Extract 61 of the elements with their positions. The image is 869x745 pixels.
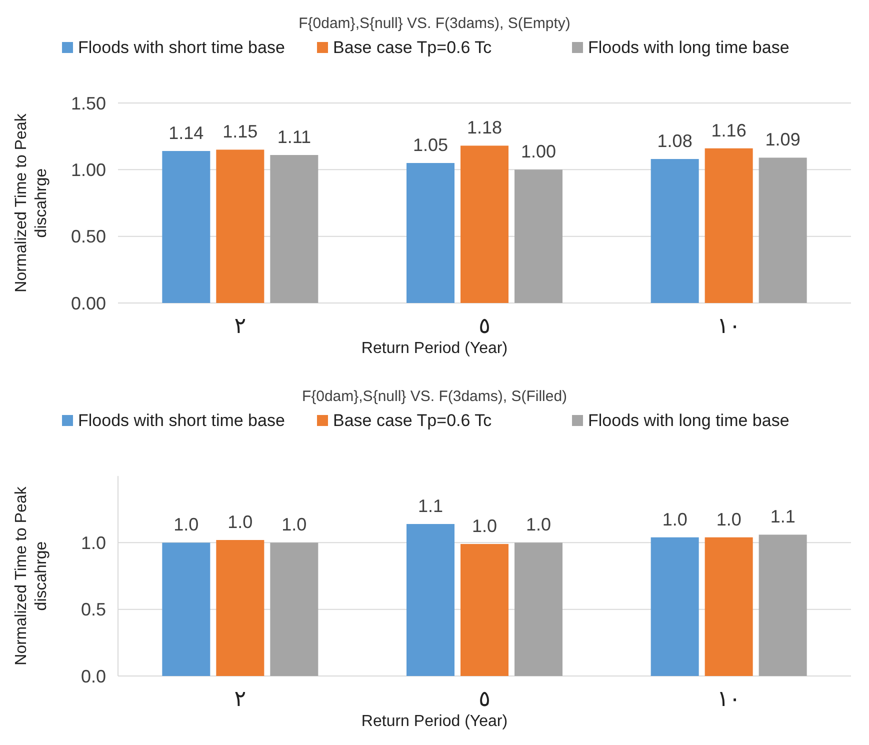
legend-label: Base case Tp=0.6 Tc (333, 411, 492, 430)
bar (216, 150, 264, 303)
bar (162, 151, 210, 303)
bar (162, 542, 210, 676)
y-tick-label: 1.50 (70, 93, 106, 114)
x-tick-label: ٢ (234, 686, 246, 711)
legend-label: Base case Tp=0.6 Tc (333, 38, 492, 57)
data-label: 1.00 (520, 142, 556, 162)
data-label: 1.09 (765, 130, 800, 150)
data-label: 1.05 (412, 135, 448, 155)
y-tick-label: 0.00 (70, 293, 106, 314)
x-tick-label: ٢ (234, 313, 246, 338)
bar (406, 524, 454, 676)
data-label: 1.14 (168, 123, 204, 143)
chart-title: F{0dam},S{null} VS. F(3dams), S(Filled) (302, 388, 568, 405)
bar (704, 148, 753, 303)
chart-title: F{0dam},S{null} VS. F(3dams), S(Empty) (298, 15, 570, 32)
data-label: 1.1 (418, 496, 444, 516)
data-label: 1.08 (657, 131, 692, 151)
x-tick-label: ٥ (478, 686, 490, 711)
data-label: 1.15 (222, 122, 258, 142)
legend-label: Floods with short time base (78, 38, 285, 57)
bar (758, 158, 807, 303)
y-axis-title: Normalized Time to Peak discahrge (13, 112, 50, 292)
y-tick-label: 1.00 (70, 160, 106, 180)
data-label: 1.0 (526, 514, 552, 535)
data-label: 1.1 (770, 506, 796, 527)
legend-label: Floods with long time base (588, 38, 790, 57)
bar (460, 544, 508, 676)
data-label: 1.0 (662, 509, 688, 530)
bar (514, 170, 562, 303)
bar (270, 542, 318, 676)
data-label: 1.11 (277, 127, 312, 147)
legend-label: Floods with short time base (78, 411, 285, 430)
bar (650, 537, 699, 676)
data-label: 1.16 (711, 120, 746, 140)
bar (270, 155, 318, 303)
y-tick-label: 0.5 (80, 600, 106, 620)
x-tick-label: ١٠ (717, 313, 741, 338)
y-tick-label: 0.0 (80, 666, 106, 686)
y-tick-label: 0.50 (70, 226, 106, 247)
x-axis-title: Return Period (Year) (361, 340, 508, 357)
x-tick-label: ٥ (478, 313, 490, 338)
bar (406, 163, 454, 303)
data-label: 1.0 (174, 514, 199, 535)
data-label: 1.18 (466, 118, 502, 138)
y-tick-label: 1.0 (80, 532, 106, 553)
x-tick-label: ١٠ (717, 686, 741, 711)
data-label: 1.0 (228, 512, 253, 532)
data-label: 1.0 (472, 516, 498, 536)
bar (704, 537, 753, 676)
bar (514, 542, 562, 676)
bar (216, 540, 264, 676)
data-label: 1.0 (282, 514, 307, 535)
data-label: 1.0 (716, 509, 742, 530)
bar (460, 146, 508, 303)
bar (650, 159, 699, 303)
y-axis-title: Normalized Time to Peak discahrge (13, 486, 50, 666)
bar (758, 534, 807, 676)
x-axis-title: Return Period (Year) (361, 713, 508, 730)
legend-label: Floods with long time base (588, 411, 790, 430)
